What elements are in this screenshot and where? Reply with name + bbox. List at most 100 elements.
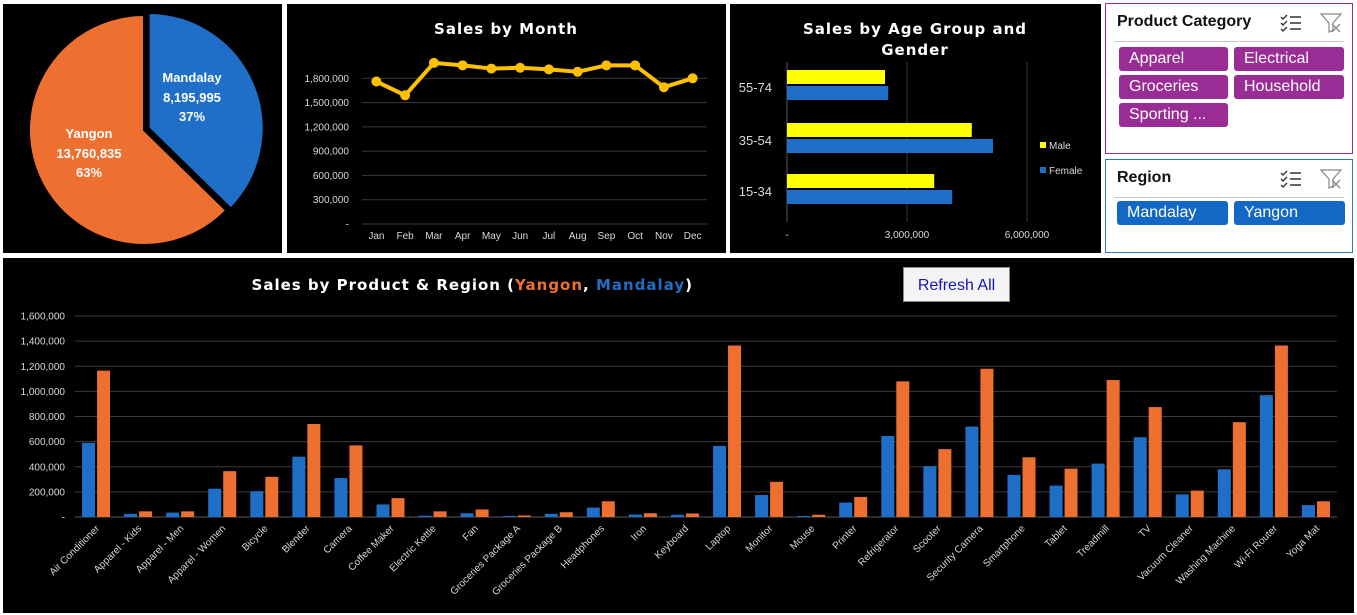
product-bar-mandalay[interactable] (82, 442, 96, 517)
product-bar-mandalay[interactable] (670, 514, 684, 517)
product-bar-yangon[interactable] (770, 481, 784, 517)
month-data-point[interactable] (630, 60, 641, 71)
product-bar-mandalay[interactable] (923, 466, 937, 517)
month-data-point[interactable] (687, 73, 698, 84)
pie-slice-mandalay[interactable] (147, 12, 265, 210)
product-bar-yangon[interactable] (1274, 345, 1288, 517)
product-bar-mandalay[interactable] (628, 514, 642, 517)
product-bar-yangon[interactable] (349, 445, 363, 517)
clear-filter-icon[interactable] (1320, 169, 1342, 189)
month-data-point[interactable] (457, 60, 468, 71)
month-data-point[interactable] (601, 60, 612, 71)
month-data-point[interactable] (572, 66, 583, 77)
product-bar-yangon[interactable] (307, 424, 321, 517)
month-data-point[interactable] (400, 90, 411, 101)
product-bar-mandalay[interactable] (839, 502, 853, 517)
pie-slice-yangon[interactable] (28, 13, 228, 246)
month-chart-title: Sales by Month (434, 20, 578, 38)
product-bar-mandalay[interactable] (713, 446, 727, 517)
product-bar-mandalay[interactable] (544, 513, 558, 517)
product-bar-yangon[interactable] (643, 513, 657, 517)
month-data-point[interactable] (428, 57, 439, 68)
product-bar-yangon[interactable] (97, 370, 111, 517)
product-bar-yangon[interactable] (265, 476, 279, 517)
product-bar-mandalay[interactable] (965, 426, 979, 517)
product-bar-yangon[interactable] (938, 449, 952, 517)
age-bar-female[interactable] (787, 190, 953, 204)
sales-by-product-region-bar-chart: Sales by Product & Region (Yangon, Manda… (21, 276, 1337, 598)
product-bar-yangon[interactable] (391, 498, 405, 517)
product-bar-mandalay[interactable] (334, 478, 348, 517)
month-series-line (375, 60, 694, 98)
product-category-slicer: Product Category Apparel Electrical Groc… (1105, 3, 1353, 154)
product-bar-mandalay[interactable] (755, 495, 769, 517)
x-tick-label: 6,000,000 (1005, 230, 1050, 241)
product-bar-yangon[interactable] (1148, 407, 1162, 517)
age-bar-female[interactable] (787, 139, 993, 153)
product-bar-yangon[interactable] (433, 511, 447, 517)
product-bar-mandalay[interactable] (1007, 474, 1021, 517)
product-bar-yangon[interactable] (223, 471, 237, 517)
month-data-point[interactable] (371, 76, 382, 87)
product-bar-mandalay[interactable] (460, 513, 474, 517)
product-bar-mandalay[interactable] (1217, 469, 1231, 517)
slicer-item-apparel[interactable]: Apparel (1119, 47, 1228, 71)
month-data-point[interactable] (515, 62, 526, 73)
product-bar-mandalay[interactable] (502, 515, 516, 517)
product-bar-yangon[interactable] (601, 501, 615, 517)
product-bar-yangon[interactable] (517, 515, 531, 517)
product-bar-mandalay[interactable] (586, 507, 600, 517)
slicer-item-groceries[interactable]: Groceries (1119, 75, 1228, 99)
product-bar-yangon[interactable] (896, 381, 910, 517)
age-bar-female[interactable] (787, 86, 889, 100)
product-bar-mandalay[interactable] (1133, 437, 1147, 517)
multi-select-icon[interactable] (1280, 13, 1302, 33)
product-bar-yangon[interactable] (559, 512, 573, 517)
refresh-all-button[interactable]: Refresh All (903, 267, 1010, 302)
month-data-point[interactable] (543, 64, 554, 75)
product-bar-mandalay[interactable] (1049, 485, 1063, 517)
product-bar-yangon[interactable] (1106, 380, 1120, 517)
product-bar-mandalay[interactable] (292, 456, 306, 517)
product-bar-yangon[interactable] (1022, 457, 1036, 517)
product-bar-mandalay[interactable] (1259, 395, 1273, 517)
product-bar-yangon[interactable] (1316, 501, 1330, 517)
slicer-item-mandalay[interactable]: Mandalay (1117, 201, 1228, 225)
product-bar-yangon[interactable] (854, 496, 868, 517)
product-bar-mandalay[interactable] (881, 435, 895, 517)
product-bar-mandalay[interactable] (418, 515, 432, 517)
product-bar-yangon[interactable] (139, 511, 153, 517)
product-bar-yangon[interactable] (181, 511, 195, 517)
multi-select-icon[interactable] (1280, 169, 1302, 189)
product-bar-yangon[interactable] (685, 513, 699, 517)
product-bar-yangon[interactable] (728, 345, 742, 517)
product-bar-mandalay[interactable] (250, 491, 264, 517)
age-bar-male[interactable] (787, 174, 935, 188)
product-bar-mandalay[interactable] (208, 488, 222, 517)
month-data-point[interactable] (486, 63, 497, 74)
slicer-item-yangon[interactable]: Yangon (1234, 201, 1345, 225)
product-chart-title-mandalay: Mandalay (596, 276, 685, 294)
slicer-item-sporting[interactable]: Sporting ... (1119, 103, 1228, 127)
product-bar-mandalay[interactable] (1301, 505, 1315, 517)
product-bar-mandalay[interactable] (376, 504, 390, 517)
age-bar-male[interactable] (787, 123, 972, 137)
product-bar-mandalay[interactable] (124, 513, 138, 517)
product-bar-yangon[interactable] (1190, 490, 1204, 517)
product-bar-yangon[interactable] (475, 509, 489, 517)
age-bar-male[interactable] (787, 70, 885, 84)
month-data-point[interactable] (658, 82, 669, 93)
x-tick-label: Mar (425, 231, 443, 242)
product-bar-yangon[interactable] (1232, 422, 1246, 517)
product-bar-mandalay[interactable] (166, 512, 180, 517)
product-bar-mandalay[interactable] (797, 515, 811, 517)
product-bar-yangon[interactable] (812, 514, 826, 517)
product-bar-mandalay[interactable] (1175, 494, 1189, 517)
age-category-label: 55-74 (739, 80, 772, 95)
clear-filter-icon[interactable] (1320, 13, 1342, 33)
slicer-item-electrical[interactable]: Electrical (1234, 47, 1344, 71)
slicer-item-household[interactable]: Household (1234, 75, 1344, 99)
product-bar-mandalay[interactable] (1091, 463, 1105, 517)
product-bar-yangon[interactable] (1064, 468, 1078, 517)
product-bar-yangon[interactable] (980, 368, 994, 517)
